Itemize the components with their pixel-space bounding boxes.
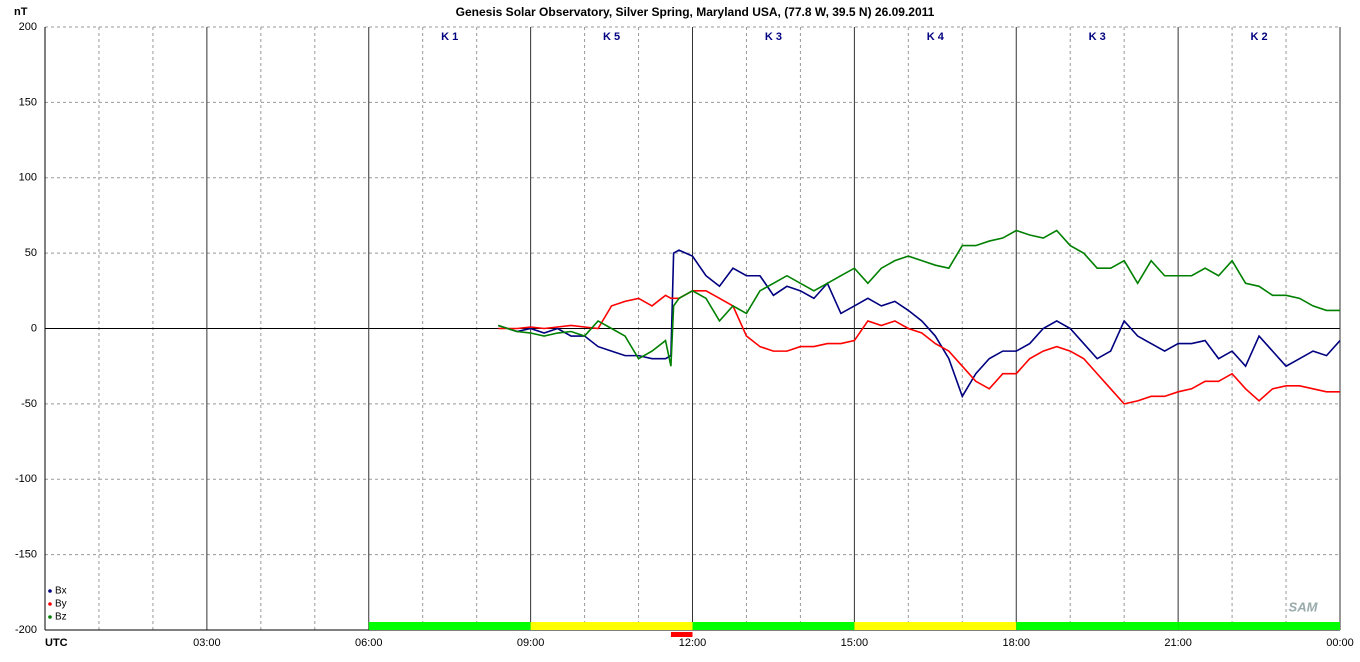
y-tick-label: 150: [19, 96, 37, 108]
x-tick-label: 21:00: [1164, 637, 1192, 649]
y-tick-label: 50: [25, 247, 37, 259]
y-tick-label: -100: [15, 473, 37, 485]
k-band-bar: [1016, 622, 1179, 630]
x-tick-label: 09:00: [517, 637, 545, 649]
legend-label: Bx: [55, 586, 67, 597]
k-band-label: K 2: [1251, 31, 1268, 43]
x-tick-label: 18:00: [1002, 637, 1030, 649]
x-tick-label: 15:00: [841, 637, 869, 649]
storm-marker: [670, 632, 693, 637]
x-axis-label: UTC: [45, 637, 68, 649]
x-tick-label: 00:00: [1326, 637, 1354, 649]
x-tick-label: 03:00: [193, 637, 221, 649]
k-band-label: K 1: [441, 31, 458, 43]
y-tick-label: -50: [21, 398, 37, 410]
k-band-label: K 3: [1089, 31, 1106, 43]
y-tick-label: -200: [15, 624, 37, 636]
k-band-bar: [368, 622, 531, 630]
series-line: [498, 249, 1341, 399]
legend-label: By: [55, 599, 67, 610]
y-tick-label: 100: [19, 172, 37, 184]
series-line: [498, 290, 1340, 405]
k-band-bar: [1178, 622, 1340, 630]
series-line: [498, 229, 1340, 367]
y-tick-label: 0: [31, 322, 37, 334]
k-band-bar: [854, 622, 1017, 630]
k-band-label: K 5: [603, 31, 620, 43]
y-tick-label: -150: [15, 549, 37, 561]
x-tick-label: 06:00: [355, 637, 383, 649]
k-band-label: K 4: [927, 31, 945, 43]
legend-marker: [48, 602, 52, 606]
legend-marker: [48, 615, 52, 619]
logo: SAM: [1289, 599, 1319, 614]
k-band-bar: [530, 622, 693, 630]
chart-title: Genesis Solar Observatory, Silver Spring…: [456, 5, 935, 19]
x-tick-label: 12:00: [679, 637, 707, 649]
y-tick-label: 200: [19, 21, 37, 33]
y-axis-label: nT: [14, 6, 28, 18]
k-band-bar: [692, 622, 855, 630]
k-band-label: K 3: [765, 31, 782, 43]
legend-marker: [48, 589, 52, 593]
legend-label: Bz: [55, 612, 67, 623]
